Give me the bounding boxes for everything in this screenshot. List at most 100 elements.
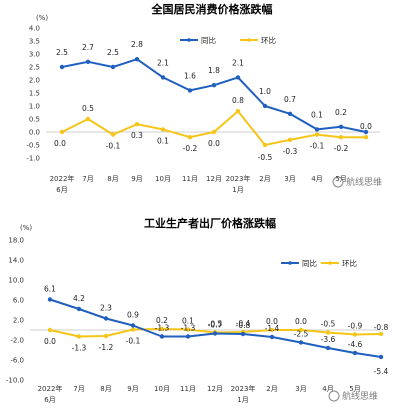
cpi-label-mom: -0.1 — [106, 142, 121, 151]
series-tail-segment — [354, 333, 382, 336]
cpi-ytick: 4.0 — [29, 25, 40, 33]
ppi-xtick: 12月 — [207, 385, 223, 393]
cpi-label-yoy: 2.1 — [232, 58, 244, 67]
cpi-xtick: 2023年 — [226, 174, 251, 183]
ppi-point-mom — [103, 333, 109, 339]
cpi-point-mom — [211, 129, 217, 135]
cpi-xtick: 8月 — [107, 175, 118, 183]
series-tail-point — [378, 331, 384, 337]
cpi-ytick: 2.5 — [29, 64, 40, 72]
ppi-ytick: 14.0 — [8, 257, 24, 265]
cpi-label-mom: -0.5 — [258, 153, 273, 162]
ppi-label-mom: -1.2 — [99, 343, 114, 352]
cpi-xtick: 11月 — [182, 175, 198, 183]
ppi-label-yoy: 0.9 — [127, 311, 139, 320]
cpi-label-mom: -0.2 — [334, 144, 349, 153]
cpi-label-yoy: 2.1 — [157, 58, 169, 67]
cpi-point-mom — [287, 137, 293, 142]
ppi-ytick: -10.0 — [6, 377, 24, 385]
ppi-line-yoy — [49, 298, 356, 354]
ppi-xtick: 3月 — [295, 385, 306, 393]
ppi-ytick: 10.0 — [8, 277, 24, 285]
ppi-label-yoy: -1.3 — [181, 324, 196, 333]
series-tail-segment — [340, 125, 367, 133]
cpi-xtick: 2022年 — [50, 174, 75, 183]
cpi-label-yoy: 2.7 — [82, 43, 94, 52]
cpi-label-yoy: 1.0 — [259, 87, 271, 96]
cpi-ytick: -0.5 — [26, 142, 40, 150]
cpi-point-yoy — [235, 75, 241, 80]
cpi-point-yoy — [85, 59, 91, 64]
cpi-title: 全国居民消费价格涨跌幅 — [151, 2, 273, 16]
cpi-point-yoy — [160, 75, 166, 80]
cpi-xtick: 5月 — [335, 175, 346, 183]
ppi-legend-marker-yoy — [288, 261, 292, 265]
cpi-point-mom — [262, 142, 268, 148]
ppi-label-extra: -0.8 — [374, 323, 389, 332]
ppi-point-yoy — [47, 297, 53, 302]
cpi-point-yoy — [262, 103, 268, 109]
cpi-point-mom — [110, 132, 116, 137]
ppi-label-yoy: -0.7 — [208, 321, 223, 330]
ppi-line-mom — [49, 328, 356, 338]
ppi-legend-marker-mom — [328, 261, 332, 265]
ppi-label-yoy: -3.6 — [321, 335, 336, 344]
ppi-point-mom — [298, 327, 304, 333]
cpi-ytick: 0.0 — [29, 129, 40, 137]
ppi-point-yoy — [212, 331, 218, 336]
ppi-xtick: 10月 — [154, 385, 170, 393]
ppi-label-mom: 0.0 — [295, 317, 307, 326]
ppi-xtick: 9月 — [127, 385, 138, 393]
cpi-ytick: 2.0 — [29, 77, 40, 85]
ppi-label-mom: -0.9 — [348, 322, 363, 331]
series-tail-point — [378, 354, 384, 360]
ppi-point-yoy — [159, 334, 165, 339]
cpi-label-yoy: 1.6 — [184, 71, 196, 80]
ppi-point-mom — [325, 330, 331, 335]
ppi-label-yoy: 4.2 — [73, 294, 85, 303]
ppi-title: 工业生产者出厂价格涨跌幅 — [144, 216, 276, 230]
ppi-point-mom — [159, 326, 165, 332]
cpi-label-yoy: 2.8 — [131, 40, 143, 49]
watermark-text: 航线思维 — [346, 176, 382, 188]
cpi-xtick-line2: 1月 — [232, 186, 243, 194]
cpi-legend-yoy: 同比 — [201, 35, 216, 45]
ppi-label-yoy: -1.4 — [265, 324, 280, 333]
cpi-ytick: 0.5 — [29, 116, 40, 124]
cpi-point-mom — [314, 132, 320, 137]
watermark-logo — [328, 390, 340, 402]
cpi-xtick: 7月 — [82, 175, 93, 183]
watermark-logo — [332, 176, 344, 188]
watermark-text: 航线思维 — [342, 390, 378, 402]
ppi-point-yoy — [240, 331, 246, 337]
cpi-label-mom: -0.2 — [183, 144, 198, 153]
cpi-legend-marker-yoy — [187, 38, 191, 42]
ppi-label-yoy: -0.8 — [236, 321, 251, 330]
cpi-xtick: 2月 — [259, 175, 270, 183]
ppi-label-mom: -0.1 — [126, 337, 141, 346]
cpi-point-yoy — [59, 64, 65, 70]
ppi-xtick: 11月 — [180, 385, 196, 393]
ppi-legend-yoy: 同比 — [302, 258, 317, 268]
cpi-point-yoy — [211, 83, 217, 88]
cpi-label-mom: -0.1 — [310, 142, 325, 151]
cpi-legend-marker-mom — [247, 38, 251, 42]
cpi-ytick: -1.0 — [26, 155, 40, 163]
ppi-point-yoy — [325, 345, 331, 351]
ppi-legend-mom: 环比 — [342, 258, 357, 268]
cpi-point-mom — [85, 116, 91, 122]
cpi-point-mom — [187, 135, 193, 140]
cpi-point-yoy — [134, 57, 140, 62]
cpi-point-yoy — [110, 64, 116, 70]
ppi-label-extra: -5.4 — [374, 367, 389, 376]
ppi-label-yoy: 6.1 — [44, 285, 56, 294]
cpi-label-yoy: 0.7 — [284, 95, 296, 104]
cpi-point-mom — [235, 109, 241, 114]
cpi-ytick: 3.5 — [29, 38, 40, 46]
cpi-ytick: 3.0 — [29, 51, 40, 59]
ppi-label-yoy: -1.3 — [155, 324, 170, 333]
cpi-label-mom: 0.8 — [232, 96, 244, 105]
cpi-ytick: 1.5 — [29, 90, 40, 98]
ppi-ytick: -2.0 — [10, 337, 24, 345]
